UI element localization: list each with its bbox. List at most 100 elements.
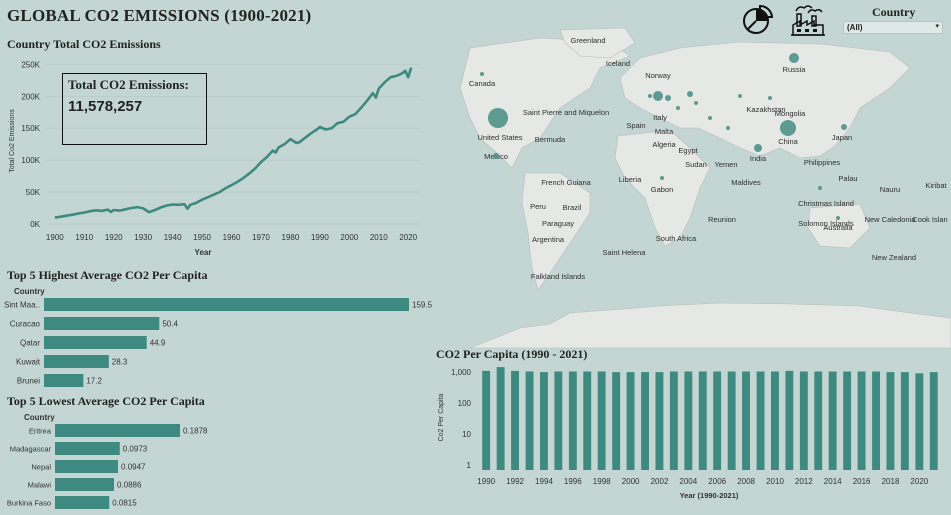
bar-category-label: Burkina Faso (7, 499, 51, 508)
map-country-label: Cook Islan (912, 215, 947, 224)
map-country-label: Algeria (652, 140, 676, 149)
map-country-label: Gabon (651, 185, 674, 194)
percap-x-tick-label: 2000 (622, 477, 640, 486)
percap-bar (669, 371, 678, 470)
map-south-america (521, 172, 591, 291)
map-eurasia (619, 41, 911, 159)
map-australia (807, 203, 871, 249)
percap-y-tick-label: 100 (458, 399, 472, 408)
bar-category-label: Curacao (10, 320, 41, 329)
line-x-tick-label: 1920 (105, 233, 123, 242)
percap-y-tick-label: 1 (467, 461, 472, 470)
percap-bar (597, 371, 606, 470)
bar-value-label: 44.9 (150, 339, 166, 348)
map-emission-bubble (841, 124, 847, 130)
percap-x-tick-label: 1998 (593, 477, 611, 486)
map-emission-bubble (653, 91, 663, 101)
map-emission-bubble (694, 101, 698, 105)
total-emissions-card: Total CO2 Emissions: 11,578,257 (62, 73, 207, 145)
map-country-label: Greenland (570, 36, 605, 45)
map-country-label: India (750, 154, 767, 163)
page-title: GLOBAL CO2 EMISSIONS (1900-2021) (7, 6, 312, 25)
line-x-tick-label: 1930 (134, 233, 152, 242)
percap-bar (756, 371, 765, 470)
map-country-label: Philippines (804, 158, 841, 167)
percap-bar (843, 371, 852, 470)
map-country-label: Nauru (880, 185, 900, 194)
bar-mark (44, 355, 109, 368)
map-labels: Greenland Iceland Canada Norway Russia Saint … (469, 36, 948, 281)
percap-x-tick-label: 2002 (651, 477, 669, 486)
per-capita-chart: 1 10 100 1,000 Co2 Per Capita 1990 1992 1994 199… (438, 367, 938, 500)
map-country-label: New Caledonia (865, 215, 917, 224)
percap-bar (496, 367, 505, 470)
percap-bar (698, 371, 707, 470)
map-country-label: New Zealand (872, 253, 916, 262)
map-country-label: Japan (832, 133, 852, 142)
percap-x-tick-label: 2004 (679, 477, 697, 486)
map-emission-bubble (488, 108, 508, 128)
map-emission-bubble (789, 53, 799, 63)
pie-chart-icon (743, 4, 774, 34)
map-country-label: Brazil (563, 203, 582, 212)
line-x-tick-label: 1960 (223, 233, 241, 242)
map-emission-bubble (780, 120, 796, 136)
map-country-label: Peru (530, 202, 546, 211)
line-x-tick-label: 1980 (282, 233, 300, 242)
bar-mark (55, 478, 114, 491)
line-y-tick-label: 250K (21, 60, 40, 69)
map-country-label: Saint Pierre and Miquelon (523, 108, 609, 117)
percap-bar (612, 372, 621, 470)
map-country-label: Saint Helena (603, 248, 647, 257)
map-emission-bubble (665, 95, 671, 101)
map-country-label: Spain (626, 121, 645, 130)
top5-highest-axis-header: Country (14, 287, 45, 296)
bar-category-label: Brunei (17, 377, 40, 386)
map-country-label: Palau (838, 174, 857, 183)
map-country-label: Solomon Islands (798, 219, 854, 228)
percap-bar (482, 370, 491, 470)
percap-bar (583, 371, 592, 470)
percap-x-axis-title: Year (1990-2021) (680, 491, 739, 500)
percap-y-tick-label: 1,000 (451, 368, 472, 377)
bar-mark (44, 298, 409, 311)
bar-mark (55, 496, 110, 509)
percap-y-tick-label: 10 (462, 430, 471, 439)
total-emissions-value: 11,578,257 (68, 98, 143, 115)
top5-highest-chart: Sint Maa.. 159.5 Curacao 50.4 Qatar 44.9 Kuwai… (4, 298, 433, 387)
percap-x-tick-label: 2014 (824, 477, 842, 486)
bar-mark (55, 460, 118, 473)
map-emission-bubble (754, 144, 762, 152)
bar-value-label: 159.5 (412, 301, 433, 310)
bar-mark (44, 336, 147, 349)
map-emission-bubble (493, 153, 499, 159)
factory-icon (791, 5, 825, 36)
map-country-label: Sudan (685, 160, 707, 169)
map-emission-bubble (726, 126, 730, 130)
bar-mark (55, 442, 120, 455)
percap-bar (641, 372, 649, 470)
percap-x-tick-label: 1992 (506, 477, 524, 486)
world-map-canvas (459, 27, 951, 349)
map-country-label: Canada (469, 79, 496, 88)
percap-x-tick-label: 1996 (564, 477, 582, 486)
percap-bar (655, 372, 664, 470)
bar-category-label: Malawi (28, 481, 52, 490)
bar-mark (55, 424, 180, 437)
world-map[interactable]: Greenland Iceland Canada Norway Russia Saint … (440, 27, 951, 349)
map-emission-bubble (480, 72, 484, 76)
country-filter-dropdown[interactable]: (All) ▾ (843, 21, 943, 34)
map-emission-bubble (648, 94, 652, 98)
bar-category-label: Sint Maa.. (4, 301, 40, 310)
percap-bar (684, 371, 693, 470)
map-country-label: Kazakhstan (746, 105, 785, 114)
chevron-down-icon: ▾ (935, 23, 939, 30)
map-emission-bubble (836, 216, 840, 220)
map-country-label: Norway (645, 71, 671, 80)
line-x-tick-label: 1900 (46, 233, 64, 242)
percap-bar (511, 370, 519, 470)
map-emission-bubble (818, 186, 822, 190)
percap-bar (915, 373, 924, 470)
top5-lowest-chart: Eritrea 0.1878 Madagascar 0.0973 Nepal 0.0947… (7, 424, 208, 509)
bar-category-label: Qatar (20, 339, 40, 348)
